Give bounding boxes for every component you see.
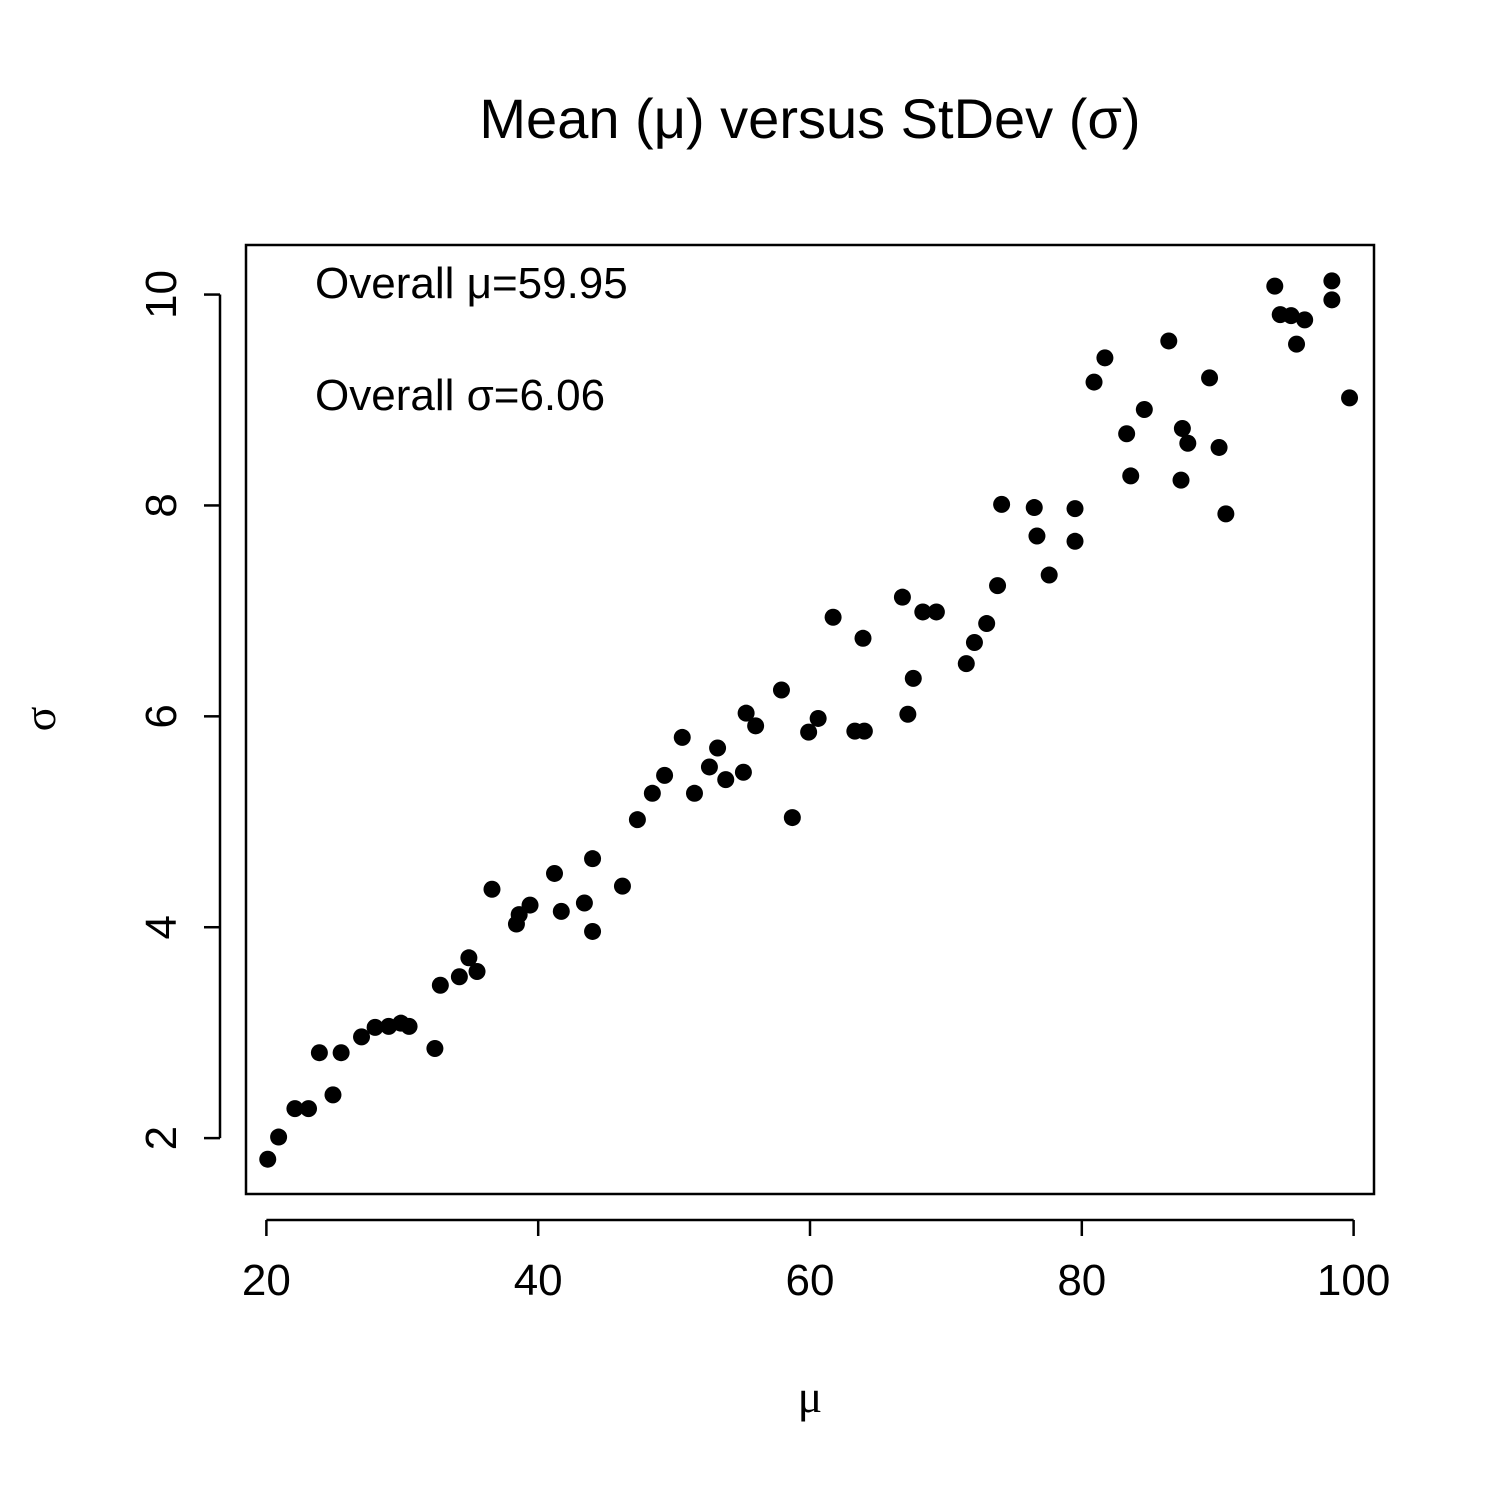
data-point xyxy=(737,704,755,722)
data-point xyxy=(400,1017,418,1035)
data-point xyxy=(259,1150,277,1168)
data-point xyxy=(1266,277,1284,295)
data-point xyxy=(685,784,703,802)
x-tick-label: 20 xyxy=(242,1256,291,1305)
x-tick-label: 80 xyxy=(1057,1256,1106,1305)
y-tick-label: 10 xyxy=(137,270,186,319)
data-point xyxy=(460,949,478,967)
data-point xyxy=(734,763,752,781)
data-point xyxy=(1066,532,1084,550)
overall-mean-annotation: Overall μ=59.95 xyxy=(315,259,628,308)
data-point xyxy=(1282,307,1300,325)
data-point xyxy=(628,811,646,829)
data-point xyxy=(809,709,827,727)
data-point xyxy=(899,705,917,723)
chart-title: Mean (μ) versus StDev (σ) xyxy=(479,87,1140,150)
x-tick-label: 60 xyxy=(786,1256,835,1305)
data-point xyxy=(1085,373,1103,391)
data-point xyxy=(310,1044,328,1062)
data-point xyxy=(1025,499,1043,517)
data-point xyxy=(426,1039,444,1057)
data-point xyxy=(332,1044,350,1062)
data-point xyxy=(1118,425,1136,443)
data-point xyxy=(800,723,818,741)
data-point xyxy=(1179,434,1197,452)
x-tick-label: 100 xyxy=(1317,1256,1390,1305)
data-point xyxy=(1210,438,1228,456)
data-point xyxy=(1160,332,1178,350)
y-tick-label: 6 xyxy=(137,704,186,728)
data-point xyxy=(893,588,911,606)
data-point xyxy=(270,1128,288,1146)
data-point xyxy=(1096,349,1114,367)
data-points xyxy=(259,272,1359,1168)
data-point xyxy=(772,681,790,699)
data-point xyxy=(300,1100,318,1118)
data-point xyxy=(989,577,1007,595)
data-point xyxy=(1066,500,1084,518)
data-point xyxy=(1201,369,1219,387)
data-point xyxy=(783,809,801,827)
data-point xyxy=(324,1086,342,1104)
data-point xyxy=(957,655,975,673)
data-point xyxy=(656,766,674,784)
data-point xyxy=(353,1028,371,1046)
data-point xyxy=(613,877,631,895)
data-point xyxy=(1172,471,1190,489)
data-point xyxy=(904,669,922,687)
data-point xyxy=(1323,291,1341,309)
data-point xyxy=(855,722,873,740)
plot-frame xyxy=(244,243,1376,1196)
data-point xyxy=(993,495,1011,513)
y-tick-label: 4 xyxy=(137,915,186,939)
data-point xyxy=(366,1018,384,1036)
overall-stdev-annotation: Overall σ=6.06 xyxy=(315,371,605,420)
data-point xyxy=(1122,467,1140,485)
data-point xyxy=(552,902,570,920)
data-point xyxy=(747,717,765,735)
x-axis-title: μ xyxy=(798,1371,823,1422)
data-point xyxy=(521,896,539,914)
data-point xyxy=(824,608,842,626)
data-point xyxy=(468,963,486,981)
data-point xyxy=(978,615,996,633)
data-point xyxy=(483,880,501,898)
data-point xyxy=(965,634,983,652)
data-point xyxy=(1173,419,1191,437)
data-point xyxy=(450,968,468,986)
data-point xyxy=(1028,527,1046,545)
data-point xyxy=(1323,272,1341,290)
data-point xyxy=(1040,566,1058,584)
x-tick-label: 40 xyxy=(514,1256,563,1305)
data-point xyxy=(1217,505,1235,523)
data-point xyxy=(854,629,872,647)
y-tick-label: 8 xyxy=(137,493,186,517)
data-point xyxy=(1135,400,1153,418)
data-point xyxy=(717,771,735,789)
data-point xyxy=(1288,335,1306,353)
data-point xyxy=(914,603,932,621)
y-axis-title: σ xyxy=(14,706,65,731)
data-point xyxy=(286,1100,304,1118)
data-point xyxy=(575,894,593,912)
data-point xyxy=(709,739,727,757)
data-point xyxy=(673,728,691,746)
x-axis: 20 40 60 80 100 xyxy=(242,1218,1390,1305)
data-point xyxy=(431,976,449,994)
data-point xyxy=(584,922,602,940)
data-point xyxy=(546,864,564,882)
data-point xyxy=(584,850,602,868)
data-point xyxy=(1296,311,1314,329)
data-point xyxy=(1341,389,1359,407)
y-tick-label: 2 xyxy=(137,1126,186,1150)
data-point xyxy=(643,784,661,802)
data-point xyxy=(927,603,945,621)
data-point xyxy=(700,758,718,776)
y-axis: 2 4 6 8 10 xyxy=(137,270,222,1150)
